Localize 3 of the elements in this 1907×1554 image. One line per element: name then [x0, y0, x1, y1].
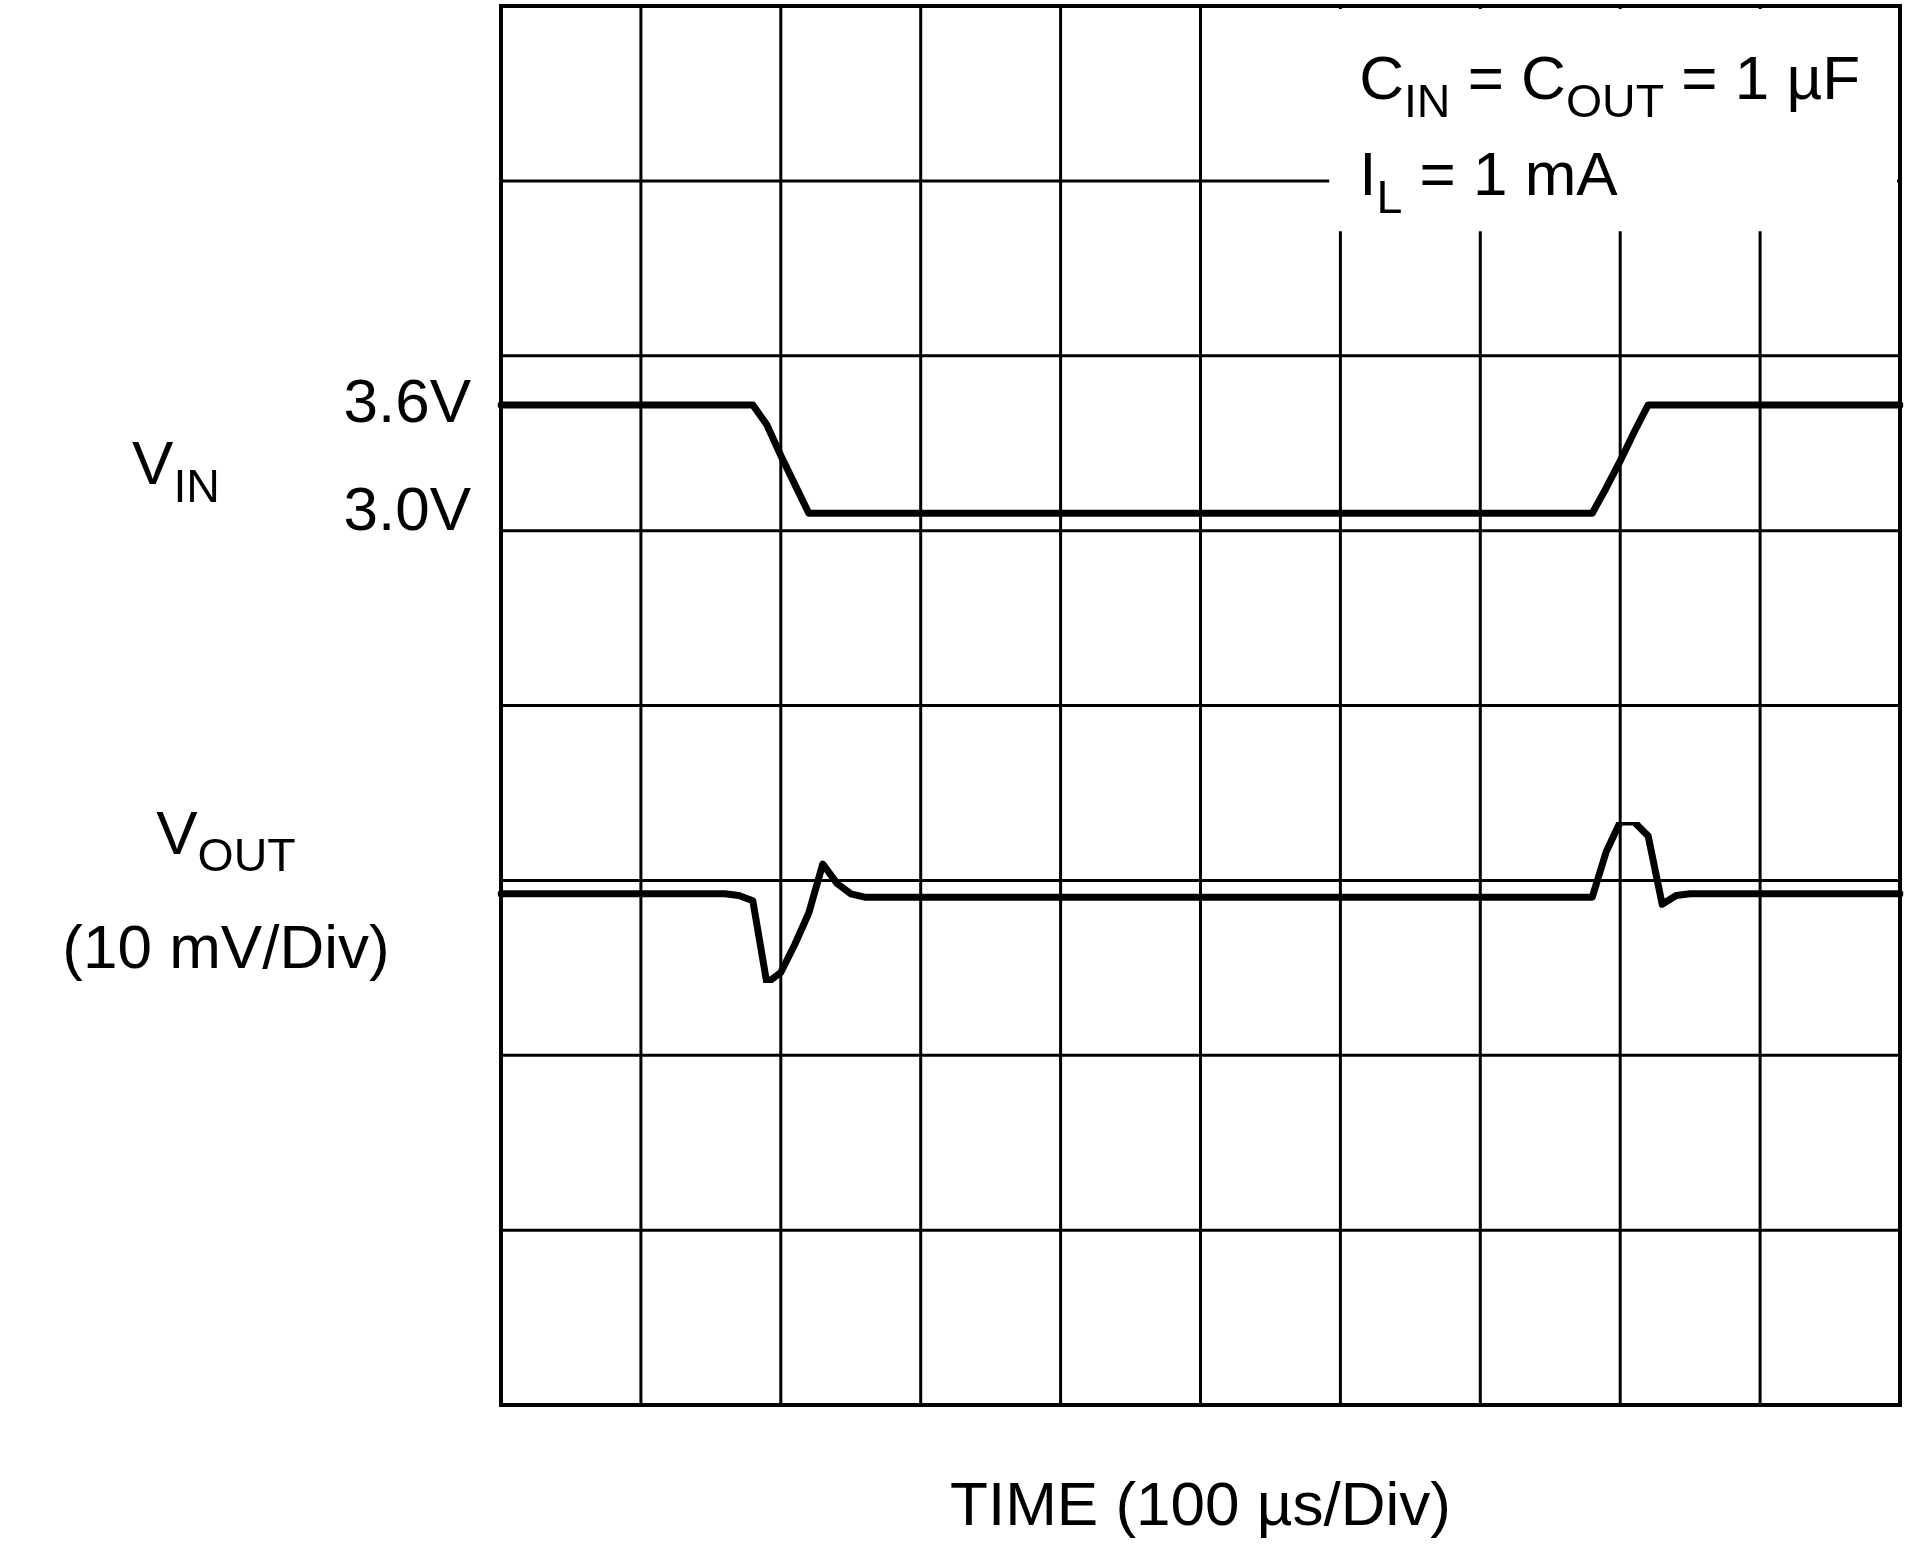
y-tick-label: 3.0V: [343, 474, 472, 544]
y-tick-label: 3.6V: [343, 366, 472, 436]
x-axis-title: TIME (100 µs/Div): [950, 1469, 1451, 1539]
